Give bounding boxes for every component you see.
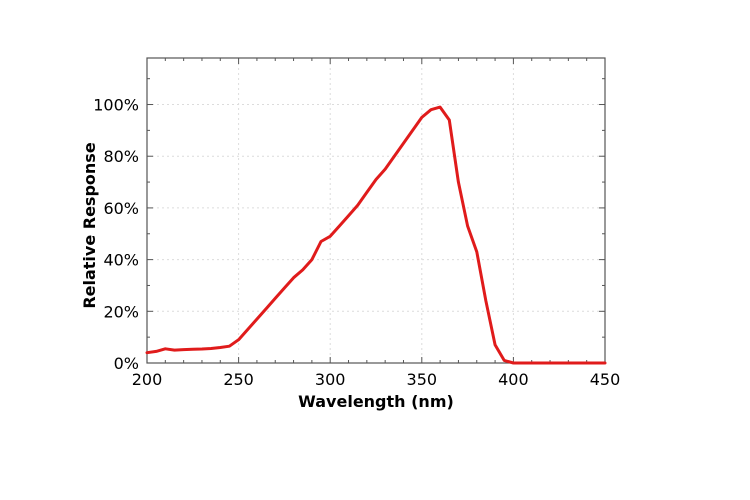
y-tick-label: 20% xyxy=(103,302,139,321)
x-tick-label: 250 xyxy=(223,370,254,389)
y-axis-title: Relative Response xyxy=(80,142,99,308)
x-tick-label: 450 xyxy=(590,370,621,389)
x-axis-tick-labels: 200 250 300 350 400 450 xyxy=(132,370,621,389)
y-tick-label: 80% xyxy=(103,147,139,166)
y-tick-label: 40% xyxy=(103,251,139,270)
x-axis-title: Wavelength (nm) xyxy=(298,392,454,411)
y-tick-label: 100% xyxy=(93,96,139,115)
x-tick-label: 200 xyxy=(132,370,163,389)
x-tick-label: 300 xyxy=(315,370,346,389)
x-tick-label: 400 xyxy=(498,370,529,389)
x-tick-label: 350 xyxy=(407,370,438,389)
plot-area-frame xyxy=(146,57,606,364)
y-axis-tick-labels: 0% 20% 40% 60% 80% 100% xyxy=(93,96,139,373)
grid xyxy=(147,58,605,363)
series-line xyxy=(145,105,607,365)
axis-ticks xyxy=(146,58,606,364)
y-tick-label: 0% xyxy=(114,354,139,373)
y-tick-label: 60% xyxy=(103,199,139,218)
